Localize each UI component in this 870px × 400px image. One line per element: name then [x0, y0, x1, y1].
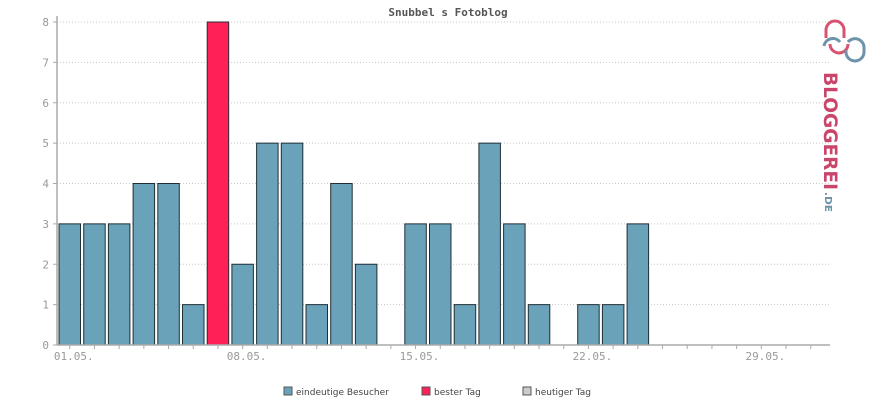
bars [58, 21, 650, 346]
y-tick-label: 6 [42, 97, 49, 110]
bar [503, 223, 526, 346]
bar [577, 304, 600, 346]
logo-wordmark: BLOGGEREI [819, 72, 841, 190]
bar [107, 223, 131, 346]
bar [404, 223, 427, 346]
bar [280, 142, 304, 346]
bar [182, 304, 205, 346]
bar [330, 183, 353, 346]
legend-label: heutiger Tag [535, 388, 591, 398]
legend-swatch [421, 386, 431, 396]
bar [478, 142, 501, 346]
bar [601, 304, 625, 346]
legend-item: heutiger Tag [522, 386, 591, 398]
bar [83, 223, 106, 346]
y-tick-label: 2 [42, 258, 49, 271]
bar [527, 304, 551, 346]
legend-item: eindeutige Besucher [283, 386, 389, 398]
y-tick-label: 8 [42, 16, 49, 29]
bar [132, 183, 156, 346]
y-tick-label: 5 [42, 137, 49, 150]
grid-lines [53, 21, 830, 346]
logo-suffix: .DE [822, 192, 833, 212]
x-tick-label: 01.05. [54, 350, 94, 363]
legend-label: bester Tag [434, 388, 481, 398]
y-tick-label: 4 [42, 178, 49, 191]
y-tick-label: 3 [42, 218, 49, 231]
legend: eindeutige Besucher bester Tag heutiger Ta… [283, 386, 591, 398]
legend-item: bester Tag [421, 386, 481, 398]
chart-title: Snubbel s Fotoblog [388, 6, 507, 19]
bar [157, 183, 180, 346]
legend-swatch [522, 386, 532, 396]
bar [354, 263, 378, 346]
bar-best-day [206, 21, 230, 346]
y-tick-label: 7 [42, 56, 49, 69]
x-tick-label: 29.05. [745, 350, 785, 363]
bar [231, 263, 254, 346]
x-tick-label: 22.05. [573, 350, 613, 363]
bar [429, 223, 452, 346]
y-tick-label: 0 [42, 339, 49, 352]
x-tick-label: 08.05. [227, 350, 267, 363]
y-tick-labels: 0 1 2 3 4 5 6 7 8 [42, 16, 49, 352]
bar [453, 304, 477, 346]
bar [305, 304, 328, 346]
axes [56, 16, 830, 349]
bar [626, 223, 650, 346]
legend-swatch [283, 386, 293, 396]
bar [58, 223, 81, 346]
bar [256, 142, 279, 346]
bloggerei-logo: BLOGGEREI .DE [819, 19, 866, 212]
x-tick-labels: 01.05. 08.05. 15.05. 22.05. 29.05. [54, 350, 785, 363]
y-tick-label: 1 [42, 299, 49, 312]
x-tick-label: 15.05. [400, 350, 440, 363]
logo-icon [822, 19, 866, 63]
legend-label: eindeutige Besucher [296, 388, 389, 398]
